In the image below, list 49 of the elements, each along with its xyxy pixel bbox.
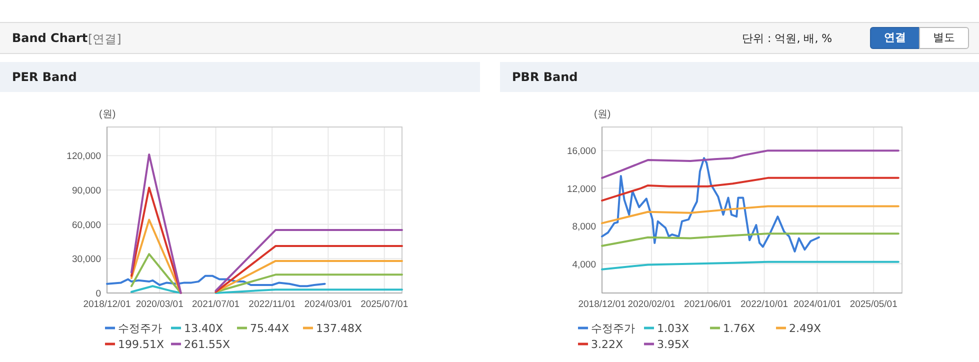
- text: 단위 : 억원, 배, %: [742, 31, 832, 46]
- chart-title: PER Band: [12, 70, 77, 84]
- x-tick-label: 2020/03/01: [136, 299, 184, 310]
- line-series: [601, 150, 900, 179]
- y-tick-label: 60,000: [72, 220, 101, 231]
- x-tick-label: 2022/10/01: [740, 299, 788, 310]
- legend-label: 2.49X: [789, 322, 822, 335]
- line-series: [601, 232, 900, 247]
- x-tick-label: 2018/12/01: [578, 299, 626, 310]
- legend-label: 137.48X: [316, 322, 362, 335]
- legend-label: 75.44X: [250, 322, 290, 335]
- legend-label: 수정주가: [591, 322, 635, 335]
- line-series: [601, 205, 900, 224]
- y-tick-label: 30,000: [72, 254, 101, 266]
- x-tick-label: 2020/02/01: [628, 299, 676, 310]
- line-series: [601, 157, 820, 252]
- chart-title: PBR Band: [512, 70, 578, 84]
- line-series: [106, 274, 326, 288]
- legend-label: 199.51X: [118, 338, 164, 351]
- x-tick-label: 2018/12/01: [83, 299, 131, 310]
- legend-label: 3.95X: [657, 338, 690, 351]
- text: 연결: [870, 27, 920, 49]
- legend-label: 1.03X: [657, 322, 690, 335]
- legend-label: 261.55X: [184, 338, 230, 351]
- text: Band Chart: [12, 31, 88, 45]
- line-series: [601, 176, 900, 202]
- legend-label: 3.22X: [591, 338, 624, 351]
- text: [연결]: [88, 31, 122, 48]
- legend-label: 수정주가: [118, 322, 162, 335]
- x-tick-label: 2025/05/01: [850, 299, 898, 310]
- y-tick-label: 120,000: [66, 151, 101, 162]
- text: 별도: [919, 27, 969, 49]
- x-tick-label: 2021/07/01: [192, 299, 240, 310]
- legend-label: 13.40X: [184, 322, 224, 335]
- y-tick-label: 8,000: [572, 222, 596, 233]
- legend-label: 1.76X: [723, 322, 756, 335]
- y-tick-label: 12,000: [566, 184, 596, 195]
- y-tick-label: 16,000: [566, 146, 596, 158]
- y-axis-title: (원): [594, 109, 611, 120]
- x-tick-label: 2024/01/01: [793, 299, 842, 310]
- x-tick-label: 2024/03/01: [304, 299, 352, 310]
- x-tick-label: 2025/07/01: [360, 299, 408, 310]
- x-tick-label: 2022/11/01: [248, 299, 296, 310]
- y-tick-label: 4,000: [572, 259, 596, 270]
- line-series: [601, 260, 900, 270]
- y-tick-label: 90,000: [72, 185, 101, 196]
- y-tick-label: 0: [96, 288, 101, 300]
- x-tick-label: 2021/06/01: [684, 299, 732, 310]
- y-axis-title: (원): [99, 109, 116, 120]
